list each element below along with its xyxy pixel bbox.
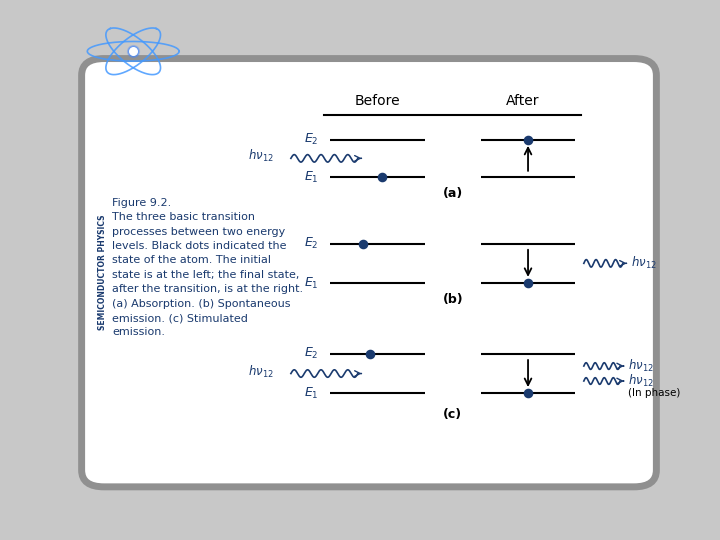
Text: $h\nu_{12}$: $h\nu_{12}$ bbox=[248, 363, 274, 380]
Text: $E_1$: $E_1$ bbox=[304, 275, 319, 291]
Text: Before: Before bbox=[354, 94, 400, 109]
Text: $h\nu_{12}$: $h\nu_{12}$ bbox=[629, 373, 654, 389]
Point bbox=[522, 389, 534, 397]
Text: $E_1$: $E_1$ bbox=[304, 170, 319, 185]
Point bbox=[127, 47, 139, 56]
Text: $E_2$: $E_2$ bbox=[305, 346, 319, 361]
Text: SEMICONDUCTOR PHYSICS: SEMICONDUCTOR PHYSICS bbox=[98, 215, 107, 330]
Point bbox=[377, 173, 388, 181]
Text: Figure 9.2.
The three basic transition
processes between two energy
levels. Blac: Figure 9.2. The three basic transition p… bbox=[112, 198, 303, 338]
Point bbox=[127, 47, 139, 56]
Text: $E_2$: $E_2$ bbox=[305, 236, 319, 251]
Point bbox=[522, 279, 534, 287]
Point bbox=[357, 239, 369, 248]
Text: (b): (b) bbox=[442, 293, 463, 306]
Text: (c): (c) bbox=[443, 408, 462, 421]
Point bbox=[127, 47, 139, 56]
Text: (In phase): (In phase) bbox=[629, 388, 681, 397]
Text: $E_2$: $E_2$ bbox=[305, 132, 319, 147]
Point bbox=[522, 136, 534, 144]
FancyBboxPatch shape bbox=[81, 58, 657, 487]
Text: $h\nu_{12}$: $h\nu_{12}$ bbox=[248, 148, 274, 164]
Text: After: After bbox=[505, 94, 539, 109]
Text: $h\nu_{12}$: $h\nu_{12}$ bbox=[631, 255, 657, 272]
Text: (a): (a) bbox=[443, 187, 463, 200]
Text: $E_1$: $E_1$ bbox=[304, 386, 319, 401]
Point bbox=[127, 47, 139, 56]
Text: $h\nu_{12}$: $h\nu_{12}$ bbox=[629, 358, 654, 374]
Point bbox=[364, 349, 376, 358]
